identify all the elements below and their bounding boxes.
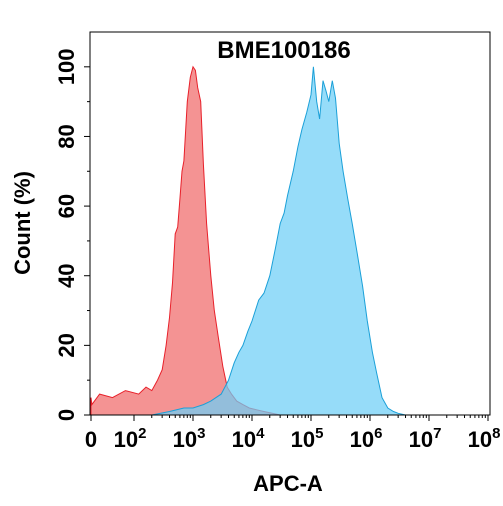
x-tick-label: 102 [114, 425, 147, 452]
y-tick-label: 80 [54, 124, 79, 148]
chart-title: BME100186 [217, 37, 350, 64]
x-tick-label: 108 [468, 425, 501, 452]
histogram-series-2 [151, 66, 406, 416]
x-axis-label: APC-A [253, 471, 323, 496]
x-tick-label: 105 [291, 425, 324, 452]
y-tick-label: 60 [54, 194, 79, 218]
y-tick-label: 40 [54, 263, 79, 287]
y-tick-label: 20 [54, 333, 79, 357]
x-tick-label: 103 [173, 425, 206, 452]
series-layer [90, 65, 406, 416]
y-tick-label: 100 [54, 48, 79, 85]
x-tick-label: 104 [232, 425, 265, 452]
y-axis-label: Count (%) [10, 171, 35, 275]
x-tick-label: 0 [85, 427, 97, 452]
x-tick-label: 106 [350, 425, 383, 452]
y-axis-ticks: 0 20 40 60 80 100 [54, 48, 90, 421]
y-tick-label: 0 [54, 409, 79, 421]
x-tick-label: 107 [409, 425, 442, 452]
x-axis-ticks: 0 102 103 104 105 106 107 108 [85, 415, 501, 452]
plot-frame [89, 31, 491, 416]
